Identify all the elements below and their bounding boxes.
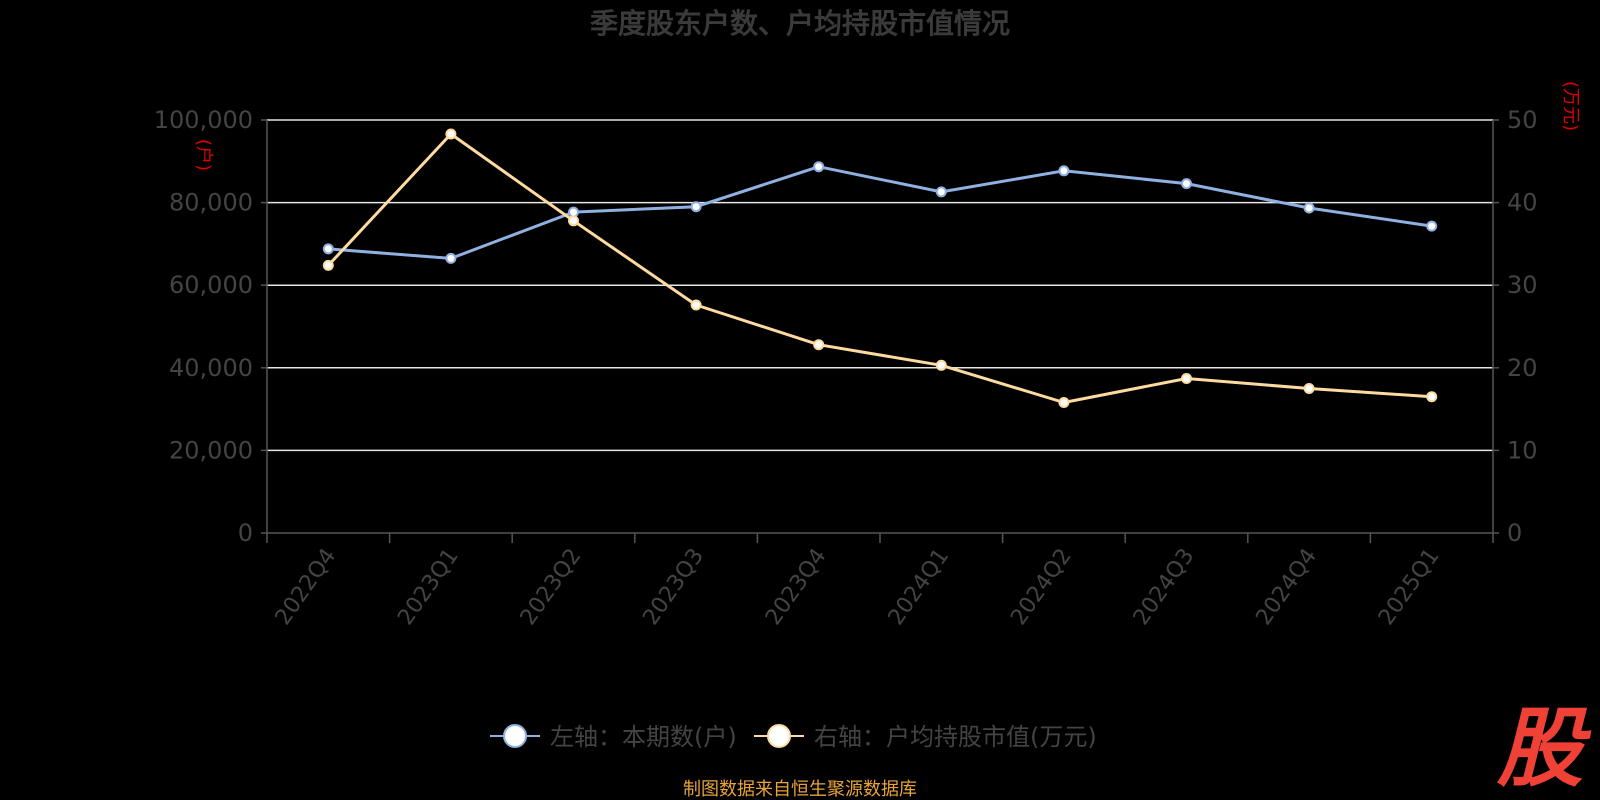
series-0-point[interactable] <box>690 201 702 213</box>
right-tick-label: 20 <box>1507 354 1538 382</box>
x-tick-label: 2024Q2 <box>1006 544 1077 630</box>
right-tick-label: 50 <box>1507 106 1538 134</box>
axes <box>261 119 1499 543</box>
series-1-point[interactable] <box>690 299 702 311</box>
right-tick-label: 10 <box>1507 436 1538 464</box>
legend-right-series-label: 右轴：户均持股市值(万元) <box>814 723 1097 751</box>
x-tick-label: 2022Q4 <box>271 544 342 630</box>
legend-right-series-marker <box>767 724 791 748</box>
series-1-point[interactable] <box>1303 383 1315 394</box>
right-tick-label: 40 <box>1507 189 1538 217</box>
x-tick-label: 2024Q3 <box>1129 544 1200 630</box>
x-tick-label: 2023Q1 <box>393 544 464 630</box>
series-0-point[interactable] <box>813 161 825 173</box>
series-1-point[interactable] <box>1181 373 1192 384</box>
series-line-1 <box>327 132 1432 404</box>
left-tick-label: 80,000 <box>169 189 253 217</box>
x-tick-label: 2024Q1 <box>884 544 955 630</box>
legend: 左轴：本期数(户) 右轴：户均持股市值(万元) <box>490 723 1097 751</box>
x-tick-label: 2023Q3 <box>638 544 709 630</box>
right-tick-label: 30 <box>1507 271 1538 299</box>
right-tick-label: 0 <box>1507 519 1522 547</box>
series-1-point[interactable] <box>568 215 579 227</box>
series-1-point[interactable] <box>322 259 334 271</box>
left-tick-label: 0 <box>238 519 253 547</box>
series-1-point[interactable] <box>935 359 947 371</box>
left-axis-unit: (户) <box>193 139 214 171</box>
legend-item-left-series[interactable]: 左轴：本期数(户) <box>490 723 737 751</box>
left-tick-label: 20,000 <box>169 436 253 464</box>
series-0-point[interactable] <box>1426 220 1438 232</box>
grid-lines <box>267 119 1493 452</box>
legend-item-right-series[interactable]: 右轴：户均持股市值(万元) <box>754 723 1097 751</box>
series-0-point[interactable] <box>568 206 579 218</box>
legend-left-series-label: 左轴：本期数(户) <box>550 723 737 751</box>
right-axis-ticks: 0 10 20 30 40 50 <box>1507 106 1538 547</box>
series-0-point[interactable] <box>1303 202 1315 214</box>
series-0-point[interactable] <box>322 243 334 255</box>
x-tick-label: 2023Q4 <box>761 544 832 630</box>
series-1-point[interactable] <box>1426 391 1438 403</box>
data-source-note: 制图数据来自恒生聚源数据库 <box>683 779 917 800</box>
legend-left-series-marker <box>503 724 527 748</box>
chart-title: 季度股东户数、户均持股市值情况 <box>590 7 1010 40</box>
series-0-point[interactable] <box>1058 165 1070 177</box>
left-tick-label: 60,000 <box>169 271 253 299</box>
series-0-point[interactable] <box>935 186 947 198</box>
left-axis-ticks: 0 20,000 40,000 60,000 80,000 100,000 <box>154 106 253 547</box>
series-1-point[interactable] <box>813 339 825 351</box>
series-0-point[interactable] <box>445 252 457 264</box>
x-axis-ticks: 2022Q4 2023Q1 2023Q2 2023Q3 2023Q4 2024Q1 2024… <box>271 544 1445 630</box>
series-layer <box>322 128 1438 408</box>
x-tick-label: 2025Q1 <box>1374 544 1445 630</box>
left-tick-label: 100,000 <box>154 106 253 134</box>
series-1-point[interactable] <box>1058 397 1070 408</box>
right-axis-unit: (万元) <box>1560 81 1581 131</box>
series-line-0 <box>328 165 1432 260</box>
series-1-point[interactable] <box>445 128 457 140</box>
left-tick-label: 40,000 <box>169 354 253 382</box>
x-tick-label: 2024Q4 <box>1251 544 1322 630</box>
series-0-point[interactable] <box>1181 178 1192 190</box>
brand-logo: 股 <box>1496 699 1592 799</box>
x-tick-label: 2023Q2 <box>516 544 587 630</box>
